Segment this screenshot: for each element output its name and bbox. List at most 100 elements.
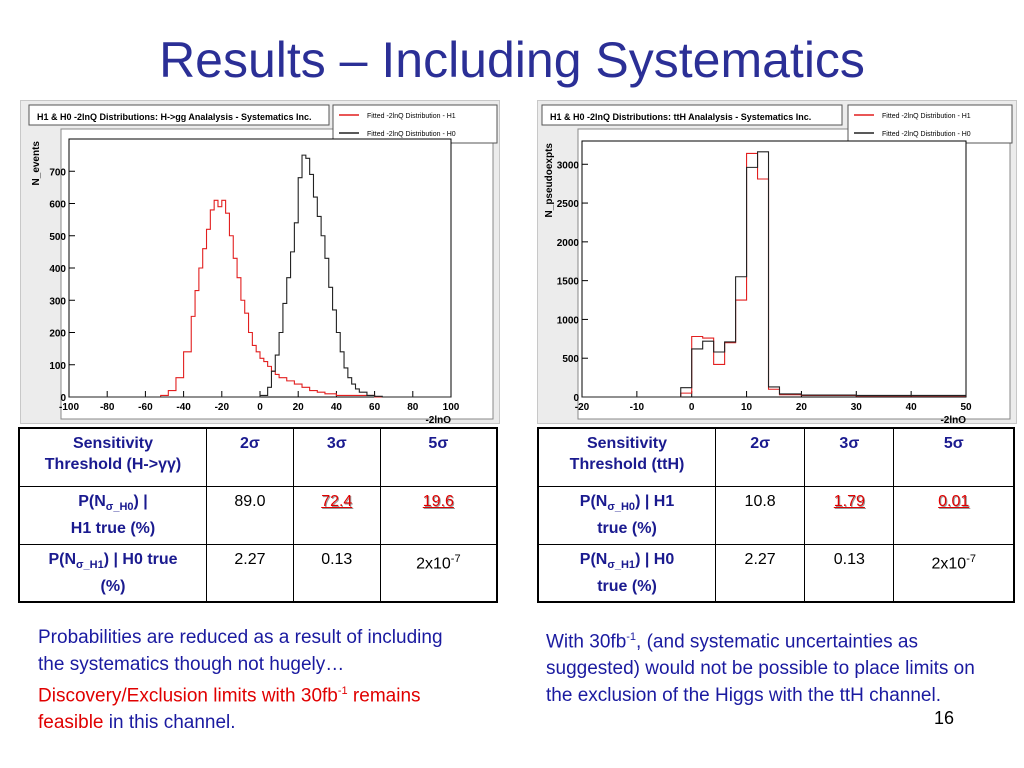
x-tick-label: 100 bbox=[443, 402, 460, 413]
header-label: Threshold (H-> bbox=[44, 456, 159, 473]
row-label-text: ) | H0 bbox=[635, 550, 675, 568]
header-label: γγ bbox=[158, 456, 176, 473]
header-3sigma: 3σ bbox=[804, 427, 895, 487]
table-cell: 89.0 bbox=[206, 485, 294, 545]
cell-value: 2x10 bbox=[416, 554, 451, 572]
y-axis-label: N_pseudoexpts bbox=[544, 143, 555, 218]
y-tick-label: 2500 bbox=[557, 199, 580, 210]
x-tick-label: 40 bbox=[906, 402, 918, 413]
y-tick-label: 300 bbox=[49, 296, 66, 307]
y-tick-label: 100 bbox=[49, 361, 66, 372]
chart-title: H1 & H0 -2lnQ Distributions: ttH Analaly… bbox=[550, 112, 811, 122]
table-cell: 2.27 bbox=[714, 543, 806, 603]
y-tick-label: 500 bbox=[49, 232, 66, 243]
table-cell: 0.01 bbox=[893, 485, 1015, 545]
cell-value: 2x10 bbox=[931, 554, 967, 572]
x-tick-label: -40 bbox=[176, 402, 191, 413]
row-label: P(Nσ_H1) | H0 true (%) bbox=[537, 543, 716, 603]
y-tick-label: 0 bbox=[60, 393, 66, 404]
x-tick-label: 50 bbox=[960, 402, 972, 413]
header-label: ) bbox=[175, 456, 182, 473]
table-cell: 0.13 bbox=[292, 543, 381, 603]
row-label-sub: σ_H0 bbox=[105, 500, 134, 513]
tth-distribution-plot: H1 & H0 -2lnQ Distributions: ttH Analaly… bbox=[537, 100, 1017, 424]
row-label-text: ) | H0 true bbox=[103, 550, 178, 568]
body-exponent: -1 bbox=[626, 631, 637, 643]
cell-exponent: -7 bbox=[450, 552, 461, 565]
row-label-text: P(N bbox=[78, 492, 106, 510]
y-tick-label: 0 bbox=[573, 393, 579, 404]
row-label: P(Nσ_H0) | H1 true (%) bbox=[537, 485, 716, 545]
legend-label: Fitted -2lnQ Distribution - H0 bbox=[367, 131, 456, 138]
table-row: P(Nσ_H0) | H1 true (%) 89.0 72.4 19.6 bbox=[18, 485, 498, 545]
x-axis-label: -2lnQ bbox=[940, 415, 966, 423]
x-tick-label: 10 bbox=[741, 402, 753, 413]
header-5sigma: 5σ bbox=[893, 427, 1015, 487]
table-row: P(Nσ_H1) | H0 true (%) 2.27 0.13 2x10-7 bbox=[537, 543, 1015, 603]
y-axis-label: N_events bbox=[31, 141, 42, 186]
table-header-row: Sensitivity Threshold (H->γγ) 2σ 3σ 5σ bbox=[18, 427, 498, 487]
x-tick-label: -20 bbox=[215, 402, 230, 413]
row-label-text: H1 true (%) bbox=[70, 519, 156, 537]
row-label: P(Nσ_H0) | H1 true (%) bbox=[18, 485, 207, 545]
x-axis-label: -2lnQ bbox=[425, 415, 451, 423]
hgg-distribution-plot: H1 & H0 -2lnQ Distributions: H->gg Anala… bbox=[20, 100, 500, 424]
header-label: Sensitivity bbox=[586, 435, 668, 452]
table-row: P(Nσ_H0) | H1 true (%) 10.8 1.79 0.01 bbox=[537, 485, 1015, 545]
highlighted-value: 1.79 bbox=[833, 492, 865, 510]
header-5sigma: 5σ bbox=[379, 427, 498, 487]
x-tick-label: 60 bbox=[369, 402, 381, 413]
chart-title: H1 & H0 -2lnQ Distributions: H->gg Anala… bbox=[37, 112, 311, 122]
header-2sigma: 2σ bbox=[206, 427, 294, 487]
series-line bbox=[69, 154, 451, 398]
legend-label: Fitted -2lnQ Distribution - H1 bbox=[882, 113, 971, 120]
y-tick-label: 1000 bbox=[557, 315, 580, 326]
row-label-text: true (%) bbox=[597, 519, 657, 537]
table-cell: 2x10-7 bbox=[379, 543, 498, 603]
y-tick-label: 200 bbox=[49, 329, 66, 340]
body-text: in this channel. bbox=[103, 712, 236, 734]
table-cell: 10.8 bbox=[714, 485, 806, 545]
highlighted-value: 0.01 bbox=[938, 492, 970, 510]
tth-conclusion-text: With 30fb-1, (and systematic uncertainti… bbox=[546, 624, 976, 709]
header-3sigma: 3σ bbox=[292, 427, 381, 487]
row-label-text: true (%) bbox=[597, 577, 657, 595]
y-tick-label: 600 bbox=[49, 200, 66, 211]
title-box bbox=[28, 104, 330, 126]
legend-box bbox=[332, 104, 498, 144]
hgg-sensitivity-table: Sensitivity Threshold (H->γγ) 2σ 3σ 5σ P… bbox=[18, 427, 498, 603]
legend-label: Fitted -2lnQ Distribution - H0 bbox=[882, 131, 971, 138]
series-line bbox=[69, 199, 451, 398]
x-tick-label: -60 bbox=[138, 402, 153, 413]
highlighted-value: 19.6 bbox=[422, 492, 454, 510]
row-label-text: (%) bbox=[100, 577, 126, 595]
highlight-text: remains feasible bbox=[38, 685, 421, 734]
table-cell: 2x10-7 bbox=[893, 543, 1015, 603]
x-tick-label: -80 bbox=[100, 402, 115, 413]
row-label-sub: σ_H0 bbox=[607, 500, 636, 513]
table-cell: 0.13 bbox=[804, 543, 895, 603]
table-cell: 1.79 bbox=[804, 485, 895, 545]
hgg-distribution-chart: H1 & H0 -2lnQ Distributions: H->gg Anala… bbox=[28, 104, 498, 423]
legend-box bbox=[847, 104, 1013, 144]
x-tick-label: -100 bbox=[59, 402, 79, 413]
plot-area bbox=[581, 140, 967, 398]
row-label-text: P(N bbox=[579, 492, 608, 510]
highlighted-value: 72.4 bbox=[321, 492, 353, 510]
x-tick-label: -10 bbox=[630, 402, 645, 413]
y-tick-label: 700 bbox=[49, 167, 66, 178]
x-tick-label: 0 bbox=[689, 402, 695, 413]
x-tick-label: 20 bbox=[796, 402, 808, 413]
header-label: Threshold (ttH) bbox=[569, 456, 685, 473]
title-box bbox=[541, 104, 843, 126]
row-label-text: P(N bbox=[579, 550, 608, 568]
series-line bbox=[582, 151, 967, 398]
header-label: Sensitivity bbox=[72, 435, 154, 452]
row-label: P(Nσ_H1) | H0 true (%) bbox=[18, 543, 207, 603]
x-tick-label: 0 bbox=[257, 402, 263, 413]
header-2sigma: 2σ bbox=[714, 427, 806, 487]
body-text: Probabilities are reduced as a result of… bbox=[38, 627, 443, 675]
table-cell: 19.6 bbox=[379, 485, 498, 545]
row-label-text: ) | H1 bbox=[635, 492, 675, 510]
tth-distribution-chart: H1 & H0 -2lnQ Distributions: ttH Analaly… bbox=[541, 104, 1013, 423]
